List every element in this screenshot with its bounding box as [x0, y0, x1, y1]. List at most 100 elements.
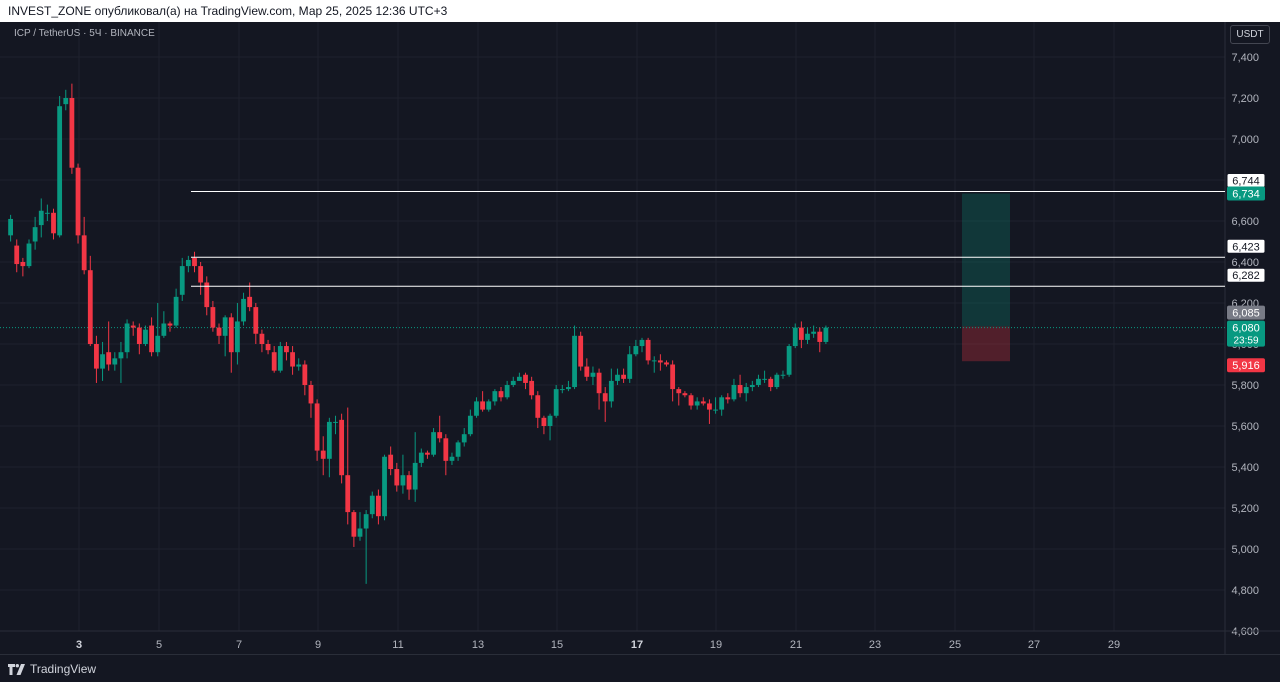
candle-body[interactable]: [376, 495, 381, 517]
symbol-legend[interactable]: ICP / TetherUS · 5Ч · BINANCE: [14, 28, 155, 39]
candle-body[interactable]: [541, 417, 547, 426]
candle-body[interactable]: [608, 380, 614, 402]
position-target-zone[interactable]: [962, 193, 1010, 327]
candle-body[interactable]: [443, 438, 449, 461]
candle-body[interactable]: [308, 385, 314, 404]
candle-body[interactable]: [406, 475, 412, 490]
candle-body[interactable]: [805, 333, 810, 340]
candle-body[interactable]: [351, 512, 357, 537]
candle-body[interactable]: [719, 397, 725, 410]
candle-body[interactable]: [559, 389, 565, 391]
candle-body[interactable]: [547, 415, 553, 426]
candle-body[interactable]: [44, 212, 50, 214]
candle-body[interactable]: [112, 358, 118, 365]
candle-body[interactable]: [676, 389, 682, 394]
candle-body[interactable]: [363, 514, 369, 529]
candle-body[interactable]: [130, 325, 136, 328]
candle-body[interactable]: [228, 317, 234, 353]
candle-body[interactable]: [578, 335, 584, 367]
candle-body[interactable]: [38, 210, 44, 226]
candle-body[interactable]: [639, 339, 645, 347]
candle-body[interactable]: [100, 354, 105, 369]
candle-body[interactable]: [688, 395, 694, 406]
candle-body[interactable]: [731, 385, 737, 400]
candle-body[interactable]: [14, 245, 20, 265]
candle-body[interactable]: [664, 362, 669, 365]
candle-body[interactable]: [756, 378, 761, 385]
candle-body[interactable]: [161, 323, 167, 336]
candle-body[interactable]: [87, 270, 93, 344]
candle-body[interactable]: [124, 323, 130, 353]
candle-body[interactable]: [185, 259, 191, 267]
candle-body[interactable]: [529, 380, 535, 396]
candle-body[interactable]: [63, 98, 69, 105]
candle-body[interactable]: [271, 352, 277, 371]
candle-body[interactable]: [498, 391, 504, 398]
candle-body[interactable]: [173, 296, 179, 326]
candle-body[interactable]: [106, 352, 112, 365]
candle-body[interactable]: [627, 354, 633, 379]
candle-body[interactable]: [645, 339, 651, 361]
candle-body[interactable]: [694, 401, 700, 406]
candle-body[interactable]: [774, 374, 780, 388]
chart-panel[interactable]: 7,4007,2007,0006,8006,6006,4006,2006,000…: [0, 22, 1280, 654]
candle-body[interactable]: [670, 364, 676, 390]
candle-body[interactable]: [277, 346, 283, 371]
currency-badge[interactable]: USDT: [1230, 25, 1270, 44]
candle-body[interactable]: [247, 296, 253, 308]
candle-body[interactable]: [615, 374, 620, 381]
candle-body[interactable]: [700, 401, 706, 404]
candle-body[interactable]: [621, 374, 626, 379]
candle-body[interactable]: [768, 378, 774, 388]
candle-body[interactable]: [51, 212, 56, 234]
candle-body[interactable]: [780, 374, 786, 376]
candle-body[interactable]: [32, 227, 38, 242]
candle-body[interactable]: [792, 327, 798, 347]
candle-body[interactable]: [461, 434, 467, 443]
candle-body[interactable]: [811, 331, 817, 334]
candle-body[interactable]: [8, 218, 13, 236]
candle-body[interactable]: [357, 528, 363, 537]
candle-body[interactable]: [566, 387, 571, 390]
candle-body[interactable]: [474, 401, 479, 416]
candle-body[interactable]: [492, 391, 498, 402]
candle-body[interactable]: [400, 475, 406, 486]
candle-body[interactable]: [713, 409, 718, 411]
candle-body[interactable]: [296, 364, 302, 367]
candle-body[interactable]: [516, 376, 522, 381]
candle-body[interactable]: [241, 298, 246, 322]
candle-body[interactable]: [425, 452, 430, 455]
tradingview-logo[interactable]: TradingView: [8, 661, 96, 677]
candle-body[interactable]: [382, 456, 387, 517]
candle-body[interactable]: [553, 389, 559, 416]
candle-body[interactable]: [467, 415, 473, 435]
position-stop-zone[interactable]: [962, 326, 1010, 362]
candle-body[interactable]: [57, 106, 63, 236]
candle-body[interactable]: [394, 469, 400, 486]
candle-body[interactable]: [333, 421, 338, 423]
candle-body[interactable]: [455, 442, 461, 457]
candle-body[interactable]: [437, 432, 443, 439]
candle-body[interactable]: [81, 235, 87, 271]
candle-body[interactable]: [118, 352, 124, 359]
candle-body[interactable]: [75, 167, 81, 236]
candle-body[interactable]: [26, 243, 32, 267]
candle-body[interactable]: [369, 495, 375, 515]
candle-body[interactable]: [817, 331, 823, 342]
candle-body[interactable]: [572, 335, 577, 388]
price-chart[interactable]: 7,4007,2007,0006,8006,6006,4006,2006,000…: [0, 22, 1280, 654]
candle-body[interactable]: [320, 450, 326, 459]
candle-body[interactable]: [216, 327, 222, 336]
candle-body[interactable]: [253, 307, 259, 334]
candle-body[interactable]: [651, 360, 657, 362]
candle-body[interactable]: [633, 346, 639, 355]
candle-body[interactable]: [290, 352, 295, 367]
candle-body[interactable]: [486, 401, 492, 410]
candle-body[interactable]: [657, 360, 663, 363]
candle-body[interactable]: [798, 327, 804, 340]
candle-body[interactable]: [596, 372, 602, 394]
candle-body[interactable]: [235, 321, 240, 353]
candle-body[interactable]: [259, 333, 265, 344]
candle-body[interactable]: [179, 266, 185, 295]
candle-body[interactable]: [510, 380, 516, 385]
